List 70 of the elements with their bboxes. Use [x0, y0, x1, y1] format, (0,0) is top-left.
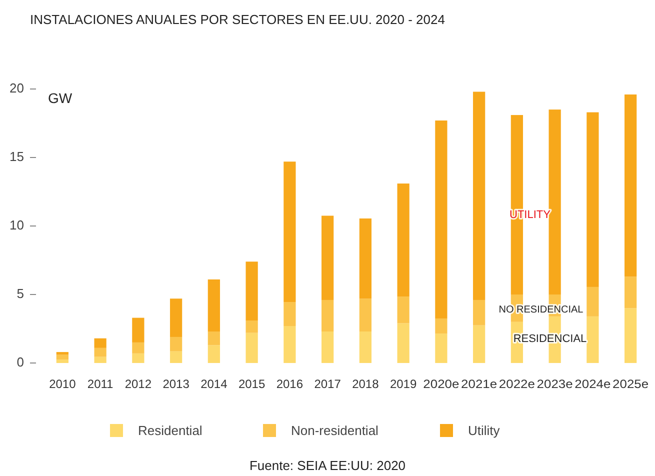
- bar: [284, 302, 296, 326]
- bar: [435, 120, 448, 318]
- bar: [435, 318, 448, 334]
- bar: [397, 323, 410, 363]
- x-tick-label: 2019: [390, 377, 417, 391]
- x-tick-label: 2012: [124, 377, 152, 391]
- bar: [246, 332, 258, 363]
- bar: [94, 348, 106, 357]
- bar: [397, 296, 410, 324]
- bar: [56, 354, 68, 360]
- x-tick-label: 2013: [162, 377, 190, 391]
- bar: [94, 356, 106, 363]
- bar: [624, 94, 637, 277]
- bar: [246, 320, 258, 333]
- bar: [624, 308, 637, 363]
- bar: [359, 218, 372, 299]
- x-tick-label: 2010: [49, 377, 76, 391]
- bar: [208, 331, 220, 346]
- bar: [473, 92, 486, 300]
- legend-label: Non-residential: [291, 423, 379, 438]
- x-tick-label: 2011: [87, 377, 114, 391]
- bar: [359, 298, 372, 332]
- chart-title: INSTALACIONES ANUALES POR SECTORES EN EE.UU. 2020 - 2024: [30, 12, 445, 27]
- bar: [170, 351, 182, 363]
- x-tick-label: 2018: [352, 377, 380, 391]
- bar: [473, 325, 486, 363]
- bar: [322, 331, 334, 363]
- bar: [548, 110, 561, 294]
- y-tick-label: 15: [10, 148, 24, 164]
- source-note: Fuente: SEIA EE:UU: 2020: [249, 458, 406, 473]
- bar: [359, 331, 372, 363]
- y-tick-label: 10: [10, 217, 24, 232]
- bar: [94, 338, 106, 348]
- bar: [284, 162, 296, 302]
- bar: [586, 112, 599, 287]
- bar: [284, 326, 296, 363]
- bar: [208, 345, 220, 363]
- x-tick-label: 2014: [200, 377, 228, 391]
- bar: [246, 262, 258, 321]
- x-tick-label: 2021e: [461, 377, 498, 391]
- bar: [170, 298, 182, 337]
- bar: [586, 286, 599, 316]
- bar: [56, 352, 68, 355]
- x-tick-label: 2016: [276, 377, 304, 391]
- x-tick-label: 2020e: [423, 377, 460, 391]
- bar: [132, 318, 144, 342]
- x-tick-label: 2017: [314, 377, 342, 391]
- bar: [322, 300, 334, 332]
- y-tick-label: 5: [16, 286, 24, 301]
- bar: [624, 276, 637, 308]
- bar: [170, 336, 182, 352]
- bar: [56, 360, 68, 363]
- bar: [586, 316, 599, 363]
- y-tick-label: 0: [16, 354, 24, 370]
- bar: [132, 353, 144, 363]
- x-tick-label: 2025e: [612, 377, 649, 391]
- x-tick-label: 2024e: [574, 377, 612, 391]
- x-tick-label: 2022e: [498, 377, 536, 391]
- x-tick-label: 2023e: [536, 377, 574, 391]
- bar: [435, 334, 448, 363]
- bar: [322, 216, 334, 300]
- y-tick-label: 20: [10, 80, 24, 96]
- legend-label: Utility: [468, 423, 500, 438]
- y-axis-title: GW: [48, 90, 73, 106]
- x-tick-label: 2015: [238, 377, 266, 391]
- bar: [132, 342, 144, 354]
- bar: [473, 300, 486, 326]
- bar: [208, 279, 220, 332]
- bar: [397, 184, 410, 297]
- legend-label: Residential: [138, 423, 202, 438]
